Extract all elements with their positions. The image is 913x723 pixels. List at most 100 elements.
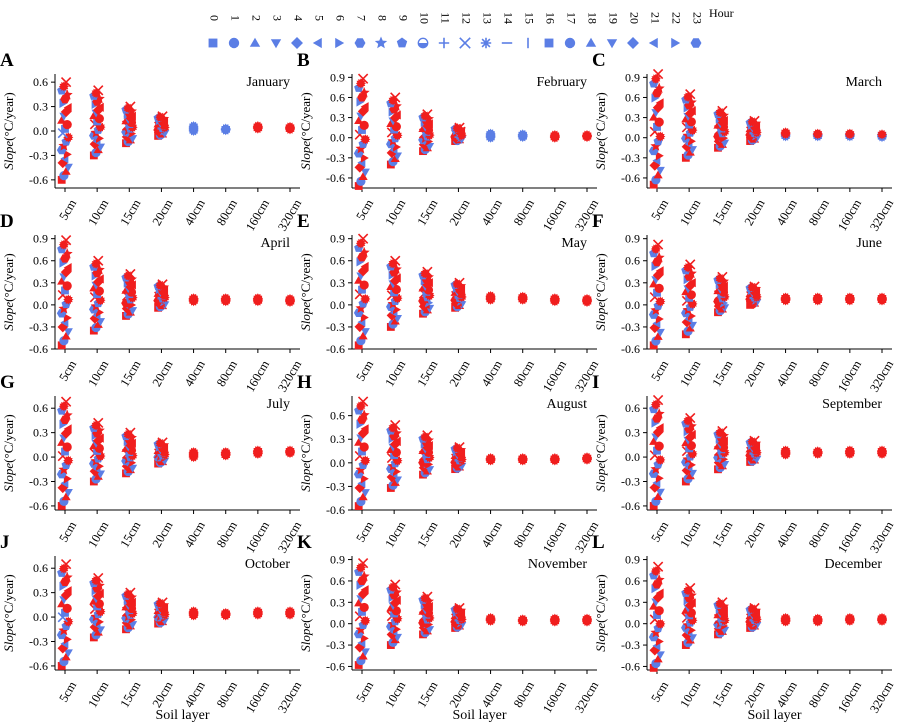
data-point — [358, 570, 370, 582]
data-point — [57, 175, 66, 184]
y-tick-label: -0.3 — [29, 148, 48, 162]
y-tick-label: 0.6 — [330, 90, 345, 104]
y-axis-label: Slope(°C/year) — [298, 253, 313, 330]
data-point — [649, 601, 659, 610]
data-point — [653, 123, 661, 131]
data-point — [386, 147, 398, 159]
data-point — [391, 606, 401, 616]
data-point — [360, 424, 369, 434]
y-tick-label: 0.6 — [625, 254, 640, 268]
month-title: March — [845, 75, 882, 90]
data-point — [188, 121, 199, 132]
y-tick-label: 0.3 — [33, 426, 48, 440]
panel-letter: J — [0, 532, 10, 553]
x-tick-label: 15cm — [117, 197, 143, 228]
x-tick-label: 160cm — [243, 519, 272, 556]
x-tick-label: 160cm — [243, 197, 272, 234]
x-tick-label: 80cm — [511, 358, 537, 389]
y-tick-label: 0.9 — [625, 553, 640, 567]
panel-august: -0.6 -0.3 0.0 0.3 0.6 5cm 10cm 15cm 20cm 40cm 80cm… — [297, 372, 601, 555]
y-axis-label: Slope(°C/year) — [298, 92, 313, 169]
data-point — [653, 288, 661, 297]
data-point — [517, 453, 528, 464]
x-tick-label: 5cm — [56, 197, 79, 223]
data-point — [422, 591, 433, 602]
y-tick-label: 0.3 — [33, 100, 48, 114]
y-tick-label: 0.3 — [330, 432, 345, 446]
data-point — [652, 239, 664, 250]
data-point — [653, 446, 661, 455]
data-point — [649, 436, 659, 445]
data-point — [360, 102, 369, 112]
data-point — [157, 597, 168, 608]
x-tick-label: 15cm — [709, 197, 735, 228]
x-tick-label: 80cm — [806, 519, 832, 550]
x-tick-label: 20cm — [150, 519, 176, 550]
data-point — [686, 441, 696, 451]
data-point — [60, 589, 72, 601]
x-tick-label: 15cm — [709, 358, 735, 389]
data-point — [653, 654, 663, 663]
y-tick-label: -0.3 — [29, 475, 48, 489]
legend-hour-label: 2 — [249, 15, 263, 21]
panel-january: -0.6 -0.3 0.0 0.3 0.6 5cm 10cm 15cm 20cm 40cm 80cm… — [0, 50, 304, 233]
y-tick-label: 0.0 — [330, 298, 345, 312]
x-tick-label: 40cm — [479, 679, 505, 710]
data-point — [125, 268, 136, 280]
legend-hour-label: 21 — [648, 12, 662, 24]
y-tick-label: -0.6 — [621, 171, 640, 185]
data-point — [360, 474, 369, 484]
data-point — [63, 103, 72, 113]
x-tick-label: 10cm — [677, 679, 703, 710]
y-tick-label: 0.0 — [33, 298, 48, 312]
x-tick-label: 160cm — [243, 358, 272, 395]
x-tick-label: 10cm — [382, 679, 408, 710]
x-tick-label: 160cm — [835, 519, 864, 556]
y-tick-label: 0.0 — [33, 450, 48, 464]
x-tick-label: 320cm — [867, 197, 896, 234]
x-tick-label: 20cm — [742, 197, 768, 228]
data-point — [652, 269, 664, 281]
data-point — [360, 312, 369, 323]
data-point — [57, 276, 67, 285]
x-tick-label: 10cm — [677, 358, 703, 389]
data-point — [517, 291, 528, 302]
x-tick-label: 160cm — [243, 679, 272, 716]
x-tick-label: 20cm — [447, 679, 473, 710]
y-tick-label: -0.3 — [326, 151, 345, 165]
x-tick-label: 15cm — [117, 679, 143, 710]
x-tick-label: 160cm — [835, 679, 864, 716]
y-tick-label: 0.3 — [33, 276, 48, 290]
data-point — [220, 293, 231, 304]
y-tick-label: 0.6 — [625, 574, 640, 588]
data-point — [581, 129, 593, 141]
data-point — [685, 582, 696, 594]
legend-marker-triangle-right-icon — [671, 37, 681, 49]
data-point — [58, 463, 70, 475]
x-tick-label: 160cm — [835, 358, 864, 395]
y-tick-label: -0.6 — [29, 659, 48, 673]
data-point — [392, 273, 401, 283]
data-point — [89, 466, 101, 477]
x-tick-label: 5cm — [648, 519, 671, 545]
data-point — [61, 124, 69, 133]
data-point — [360, 648, 370, 657]
legend-marker-square-icon — [208, 38, 218, 48]
panel-letter: B — [297, 50, 310, 71]
panel-february: -0.6 -0.3 0.0 0.3 0.6 0.9 5cm 10cm 15cm 20cm 40cm 8… — [297, 50, 601, 233]
x-tick-label: 5cm — [353, 358, 376, 384]
data-point — [59, 258, 68, 268]
panel-april: -0.6 -0.3 0.0 0.3 0.6 0.9 5cm 10cm 15cm 20cm 40cm 8… — [0, 211, 304, 394]
data-point — [749, 115, 760, 127]
data-point — [549, 613, 560, 624]
x-tick-label: 160cm — [540, 358, 569, 395]
data-point — [60, 396, 72, 407]
data-point — [655, 473, 664, 483]
data-point — [454, 277, 465, 288]
data-point — [252, 445, 263, 456]
y-tick-label: 0.6 — [33, 401, 48, 415]
y-axis-label: Slope(°C/year) — [1, 92, 16, 169]
month-title: October — [245, 557, 290, 572]
data-point — [358, 126, 366, 134]
data-point — [581, 293, 593, 305]
